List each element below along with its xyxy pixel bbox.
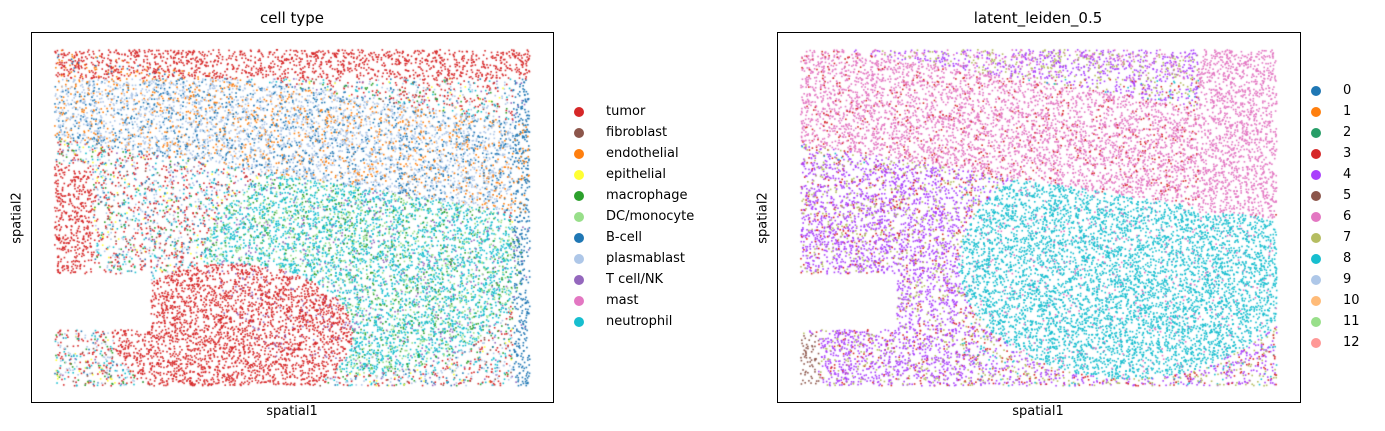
scatter-points [778,33,1300,402]
legend-label: T cell/NK [606,272,664,287]
legend-marker [1311,316,1321,327]
legend-label: epithelial [606,167,666,182]
legend-item: neutrophil [574,311,694,332]
legend-marker [574,274,584,285]
legend-marker [574,253,584,264]
legend-label: B-cell [606,230,642,245]
legend-marker [574,190,584,201]
legend-marker [574,106,584,117]
chart-title: latent_leiden_0.5 [973,9,1103,27]
legend-item: 8 [1311,248,1360,269]
legend-label: mast [606,293,639,308]
legend-label: 4 [1343,167,1352,182]
legend-marker [574,127,584,138]
legend-marker [574,232,584,243]
legend-label: 12 [1343,335,1360,350]
legend: 0 1 2 3 4 5 6 7 8 9 10 11 12 [1311,80,1360,353]
legend-marker [1311,211,1321,222]
plot-area [777,32,1301,403]
x-axis-label: spatial1 [266,404,318,419]
legend-item: 3 [1311,143,1360,164]
legend-item: 0 [1311,80,1360,101]
legend-item: DC/monocyte [574,206,694,227]
legend-marker [1311,127,1321,138]
chart-title: cell type [259,9,325,27]
x-axis-label: spatial1 [1012,404,1064,419]
legend-label: DC/monocyte [606,209,695,224]
legend-marker [1311,232,1321,243]
legend-label: 0 [1343,83,1352,98]
y-axis-label: spatial2 [9,192,25,244]
legend-label: plasmablast [606,251,685,266]
legend-marker [574,316,584,327]
legend-marker [574,169,584,180]
legend-marker [574,148,584,159]
legend-item: macrophage [574,185,694,206]
legend-item: epithelial [574,164,694,185]
legend-marker [574,295,584,306]
legend-label: 5 [1343,188,1352,203]
legend-label: tumor [606,104,646,119]
legend-label: fibroblast [606,125,668,140]
y-axis-label: spatial2 [755,192,771,244]
legend-item: 9 [1311,269,1360,290]
legend-item: 2 [1311,122,1360,143]
legend-label: endothelial [606,146,679,161]
legend-marker [1311,295,1321,306]
legend-marker [574,211,584,222]
legend-item: 7 [1311,227,1360,248]
legend-label: 7 [1343,230,1352,245]
plot-area [31,32,554,403]
legend-label: 11 [1343,314,1360,329]
legend-label: 3 [1343,146,1352,161]
legend-item: plasmablast [574,248,694,269]
legend-label: 6 [1343,209,1352,224]
legend-item: endothelial [574,143,694,164]
legend-label: 9 [1343,272,1352,287]
legend-item: mast [574,290,694,311]
legend-item: 11 [1311,311,1360,332]
legend-marker [1311,253,1321,264]
legend-marker [1311,106,1321,117]
legend-item: B-cell [574,227,694,248]
legend-item: 6 [1311,206,1360,227]
legend-marker [1311,169,1321,180]
legend-label: neutrophil [606,314,673,329]
legend-item: 4 [1311,164,1360,185]
scatter-points [32,33,553,402]
legend-item: fibroblast [574,122,694,143]
legend-marker [1311,337,1321,348]
legend-label: 1 [1343,104,1352,119]
legend-item: 10 [1311,290,1360,311]
legend-label: 8 [1343,251,1352,266]
legend-label: 10 [1343,293,1360,308]
legend-label: macrophage [606,188,688,203]
legend-marker [1311,190,1321,201]
legend-marker [1311,85,1321,96]
legend-marker [1311,274,1321,285]
legend: tumor fibroblast endothelial epithelial macr… [574,101,694,332]
legend-marker [1311,148,1321,159]
legend-item: T cell/NK [574,269,694,290]
legend-item: 5 [1311,185,1360,206]
legend-item: 1 [1311,101,1360,122]
legend-item: tumor [574,101,694,122]
legend-label: 2 [1343,125,1352,140]
legend-item: 12 [1311,332,1360,353]
